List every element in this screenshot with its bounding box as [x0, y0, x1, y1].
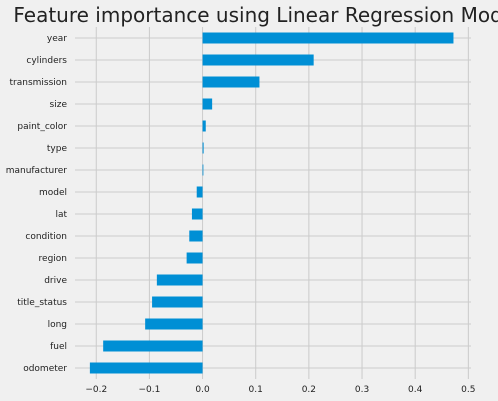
bar-type [202, 142, 204, 154]
x-tick-label: 0.0 [195, 385, 210, 395]
grid-lines [75, 27, 471, 379]
bar-title_status [152, 296, 203, 308]
y-tick-label: region [39, 254, 67, 264]
bars [89, 32, 454, 374]
x-tick-label: −0.2 [85, 385, 107, 395]
y-tick-label: size [50, 100, 68, 110]
y-tick-label: year [47, 34, 67, 44]
y-tick-label: paint_color [17, 122, 67, 132]
y-tick-labels: year cylinders transmission size paint_color… [6, 34, 68, 374]
x-tick-label: −0.1 [138, 385, 160, 395]
y-tick-label: model [39, 188, 67, 198]
bar-region [186, 252, 203, 264]
bar-paint_color [202, 120, 206, 132]
y-tick-label: fuel [50, 342, 67, 352]
bar-cylinders [202, 54, 314, 66]
y-tick-label: cylinders [26, 56, 67, 66]
bar-year [202, 32, 454, 44]
x-tick-labels: −0.2 −0.1 0.0 0.1 0.2 0.3 0.4 0.5 [85, 385, 475, 395]
bar-size [202, 98, 213, 110]
y-tick-label: type [47, 144, 68, 154]
x-tick-label: 0.1 [249, 385, 263, 395]
x-tick-label: 0.4 [408, 385, 423, 395]
y-tick-label: title_status [17, 298, 67, 308]
bar-fuel [103, 340, 203, 352]
bar-model [196, 186, 203, 198]
x-tick-label: 0.3 [355, 385, 369, 395]
bar-long [145, 318, 203, 330]
y-tick-label: lat [55, 210, 67, 220]
bar-condition [189, 230, 203, 242]
x-tick-label: 0.5 [461, 385, 475, 395]
bar-lat [191, 208, 203, 220]
bar-manufacturer [202, 164, 204, 176]
x-tick-label: 0.2 [302, 385, 316, 395]
bar-drive [156, 274, 203, 286]
y-tick-label: long [48, 320, 67, 330]
y-tick-label: manufacturer [6, 166, 68, 176]
y-tick-label: transmission [10, 78, 68, 88]
y-tick-label: condition [25, 232, 67, 242]
y-tick-label: odometer [23, 364, 67, 374]
bar-transmission [202, 76, 260, 88]
bar-odometer [89, 362, 203, 374]
y-tick-label: drive [44, 276, 67, 286]
chart-title: Feature importance using Linear Regressi… [13, 3, 498, 27]
